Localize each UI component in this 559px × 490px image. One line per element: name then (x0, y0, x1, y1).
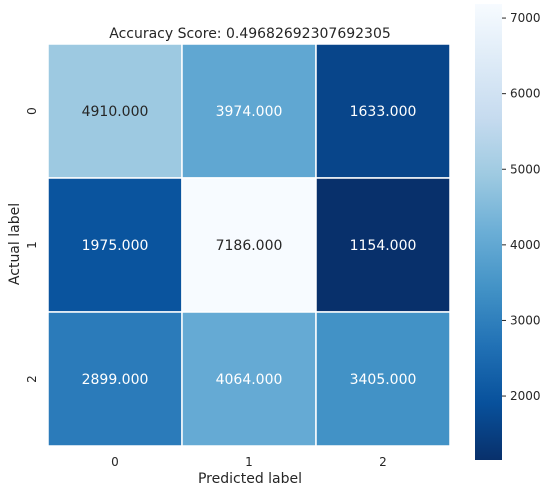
heatmap-cell-r1-c2 (315, 177, 451, 313)
heatmap-cell-label-r0-c1: 3974.000 (216, 104, 283, 120)
heatmap-cell-label-r1-c2: 1154.000 (350, 238, 417, 254)
colorbar-tick-label-5: 7000 (510, 11, 541, 25)
heatmap-cell-r0-c2 (315, 43, 451, 179)
heatmap-cell-r1-c0 (47, 177, 183, 313)
x-axis-label: Predicted label (198, 471, 302, 487)
heatmap-cell-label-r0-c2: 1633.000 (350, 104, 417, 120)
heatmap-cell-labels: 4910.000 3974.000 1633.000 1975.000 7186.000… (82, 104, 417, 388)
heatmap-cell-label-r1-c1: 7186.000 (216, 238, 283, 254)
colorbar-ticks: 2000 3000 4000 5000 6000 7000 (502, 11, 541, 403)
colorbar-tick-label-0: 2000 (510, 389, 541, 403)
colorbar-tick-label-4: 6000 (510, 87, 541, 101)
heatmap-cell-r0-c1 (181, 43, 317, 179)
y-tick-label-1: 1 (25, 241, 39, 249)
heatmap-cell-label-r1-c0: 1975.000 (82, 238, 149, 254)
x-axis-ticks: 0 1 2 (111, 455, 387, 469)
colorbar (475, 4, 502, 460)
heatmap-cell-r2-c2 (315, 311, 451, 447)
y-axis-ticks: 0 1 2 (25, 107, 39, 383)
heatmap-cells (47, 43, 451, 447)
y-tick-label-2: 2 (25, 375, 39, 383)
heatmap-cell-label-r2-c1: 4064.000 (216, 372, 283, 388)
heatmap-cell-r1-c1 (181, 177, 317, 313)
heatmap-cell-r2-c0 (47, 311, 183, 447)
colorbar-tick-label-3: 5000 (510, 162, 541, 176)
heatmap-cell-r2-c1 (181, 311, 317, 447)
y-tick-label-0: 0 (25, 107, 39, 115)
chart-title: Accuracy Score: 0.49682692307692305 (109, 26, 391, 42)
x-tick-label-1: 1 (245, 455, 253, 469)
x-tick-label-0: 0 (111, 455, 119, 469)
x-tick-label-2: 2 (379, 455, 387, 469)
heatmap-cell-label-r2-c2: 3405.000 (350, 372, 417, 388)
y-axis-label: Actual label (7, 203, 23, 285)
colorbar-tick-label-2: 4000 (510, 238, 541, 252)
colorbar-tick-label-1: 3000 (510, 313, 541, 327)
heatmap-cell-label-r0-c0: 4910.000 (82, 104, 149, 120)
heatmap-cell-label-r2-c0: 2899.000 (82, 372, 149, 388)
heatmap-cell-r0-c0 (47, 43, 183, 179)
